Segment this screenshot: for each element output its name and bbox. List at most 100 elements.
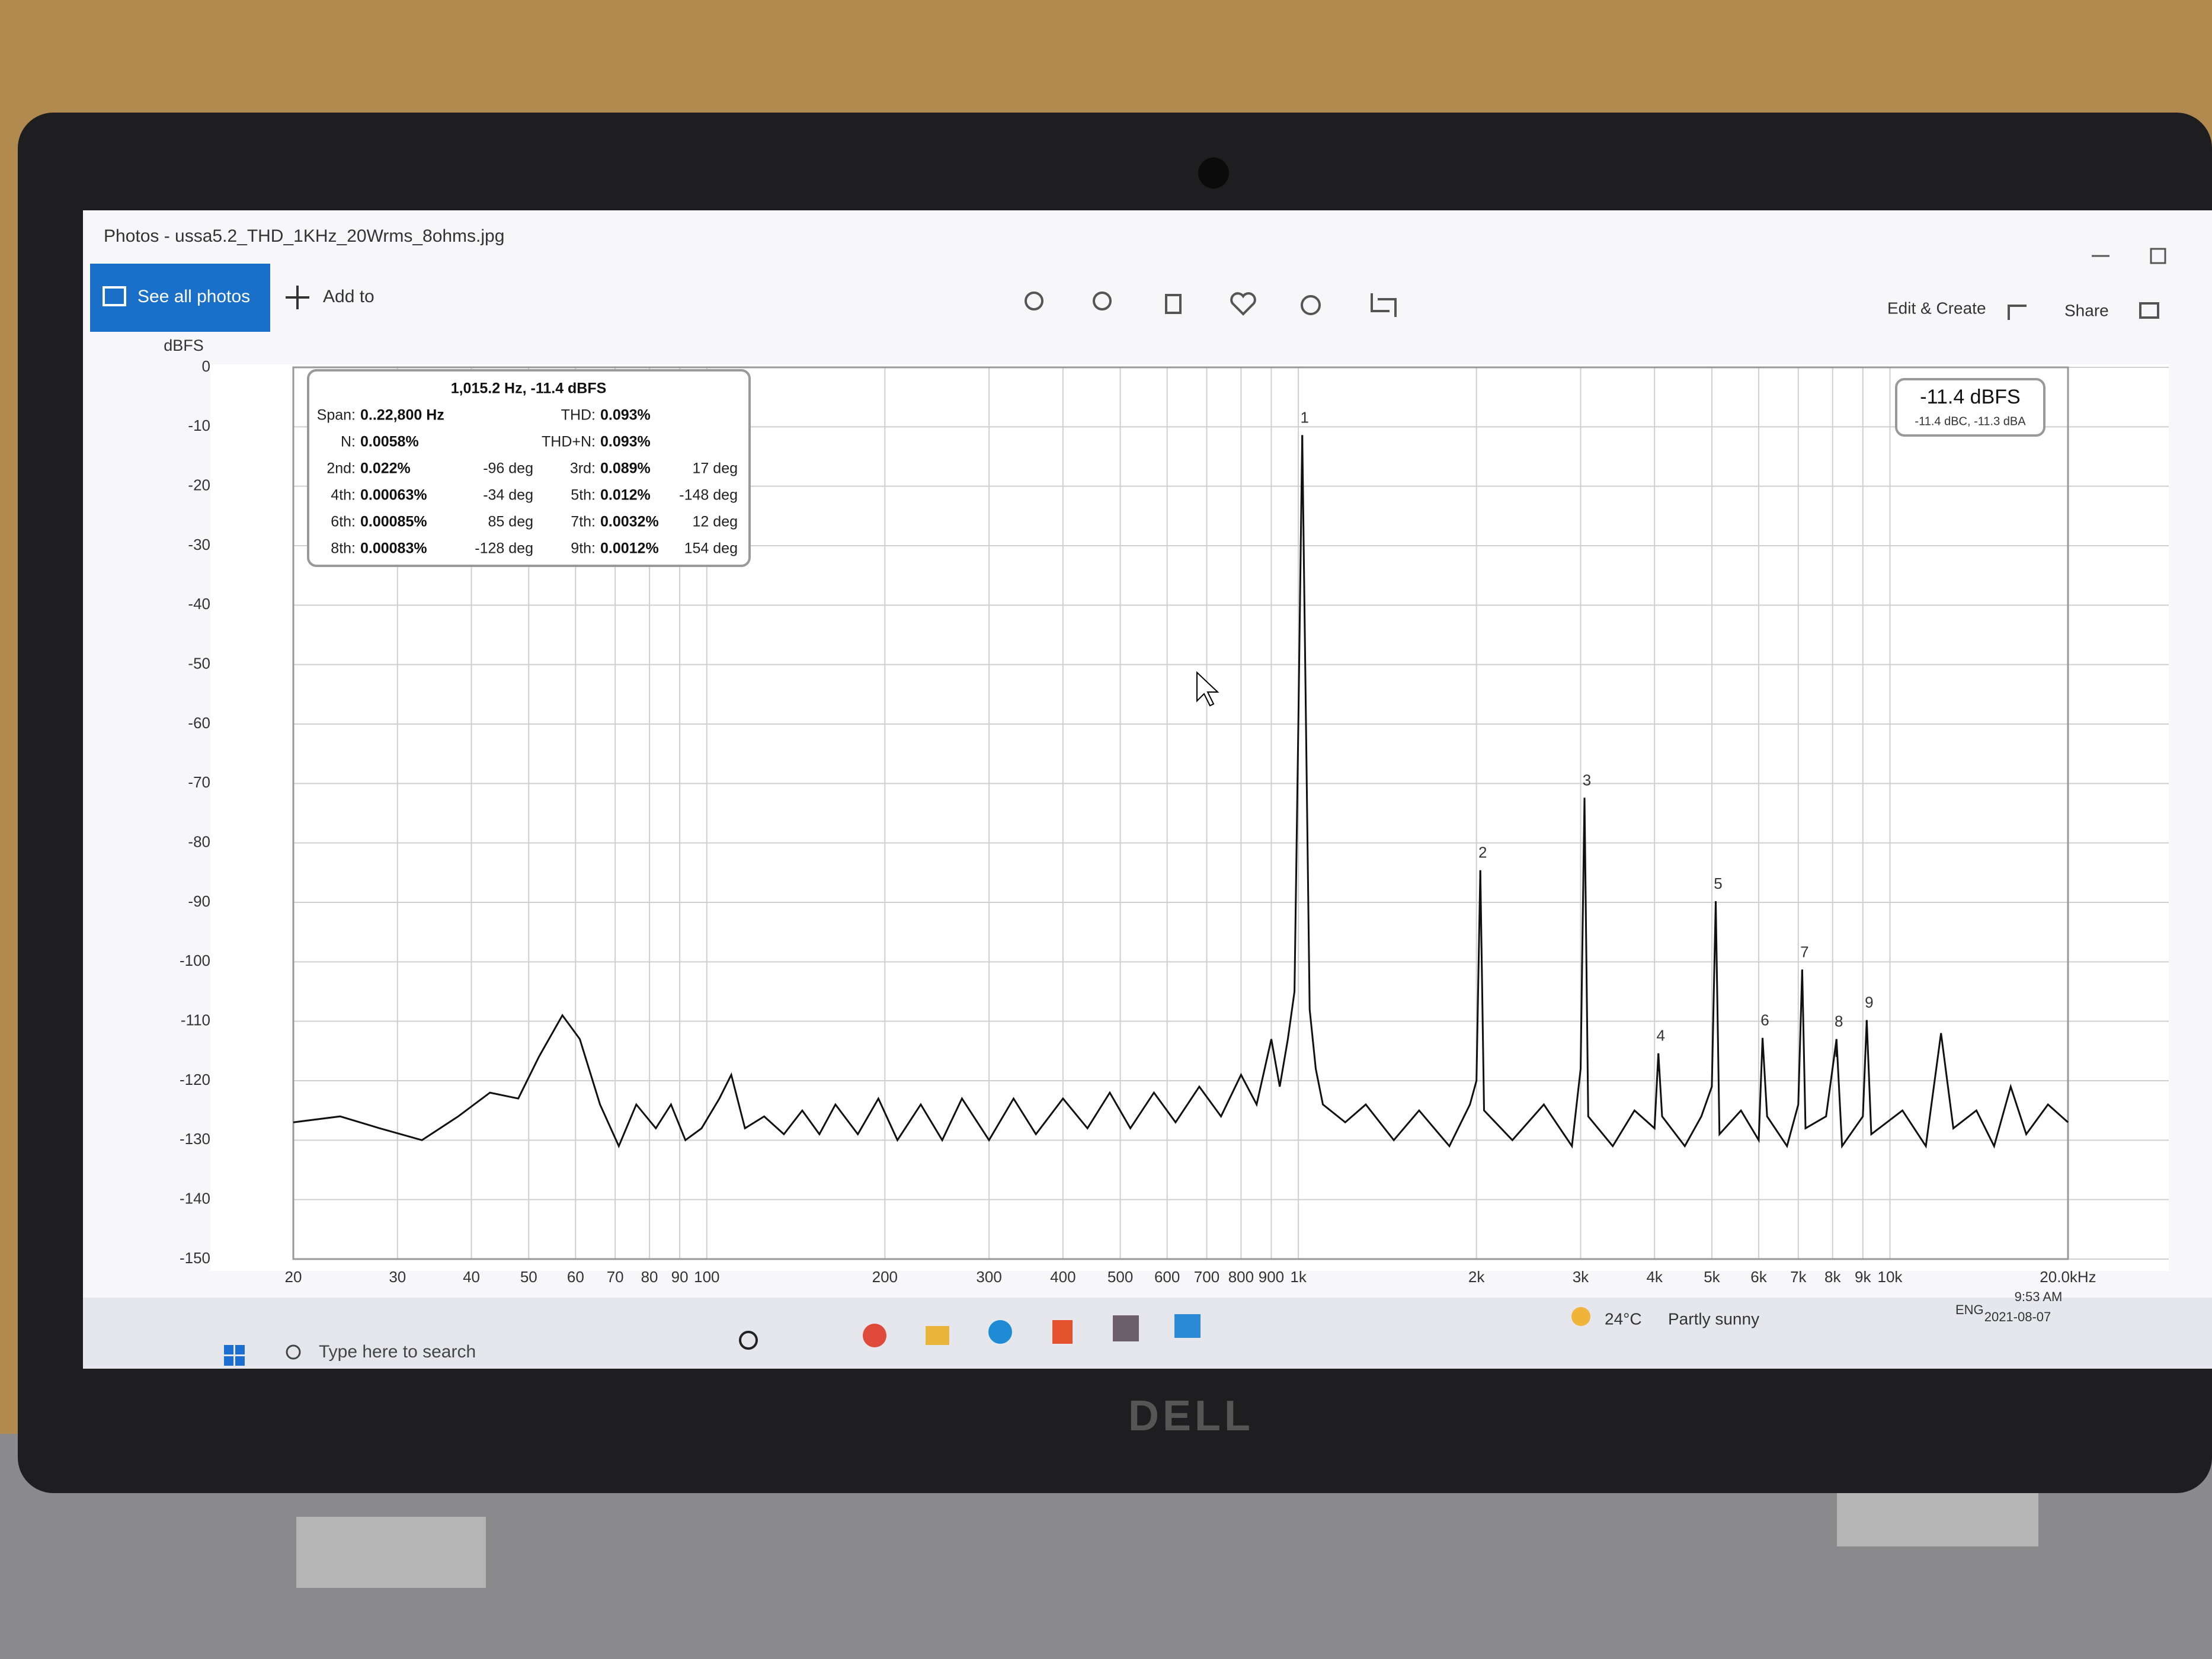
see-all-label: See all photos <box>137 287 250 306</box>
readout-label: Span: <box>317 407 356 424</box>
photos-taskbar-icon[interactable] <box>1174 1314 1201 1338</box>
harmonic-level: 0.022% <box>360 460 411 477</box>
harmonic-label: 9 <box>1865 994 1873 1011</box>
brand: DELL <box>1128 1392 1254 1440</box>
harmonic-label: 3 <box>1583 771 1591 789</box>
level-main: -11.4 dBFS <box>1920 386 2020 408</box>
clock-date[interactable]: 2021-08-07 <box>1984 1309 2051 1324</box>
harmonic-label: 6 <box>1760 1011 1769 1029</box>
y-tick-label: -60 <box>188 714 210 732</box>
harmonic-label: 2 <box>1478 844 1487 861</box>
app-icon[interactable] <box>1113 1315 1139 1341</box>
print-icon[interactable] <box>2139 302 2159 319</box>
zoom-out-icon[interactable] <box>1093 292 1112 310</box>
add-icon[interactable] <box>286 286 309 309</box>
harmonic-level: 0.089% <box>600 460 651 477</box>
y-tick-label: -120 <box>180 1071 210 1088</box>
share-icon[interactable] <box>2008 305 2027 320</box>
delete-icon[interactable] <box>1165 294 1182 314</box>
readout-label: N: <box>341 434 356 450</box>
explorer-icon[interactable] <box>926 1326 949 1345</box>
weather-icon <box>1571 1307 1590 1326</box>
harmonic-phase: -34 deg <box>483 487 533 504</box>
harmonic-phase: -128 deg <box>475 540 533 557</box>
photos-icon <box>103 286 126 306</box>
x-tick-label: 90 <box>671 1268 689 1286</box>
cortana-icon[interactable] <box>739 1331 758 1350</box>
search-box[interactable]: Type here to search <box>319 1342 476 1362</box>
x-tick-label: 5k <box>1704 1268 1720 1286</box>
x-tick-label: 2k <box>1468 1268 1485 1286</box>
harmonic-name: 4th: <box>331 487 356 504</box>
y-tick-label: -80 <box>188 833 210 851</box>
x-tick-label: 6k <box>1750 1268 1767 1286</box>
x-tick-label: 40 <box>463 1268 480 1286</box>
harmonic-label: 8 <box>1835 1013 1843 1030</box>
readout-value: 0..22,800 Hz <box>360 407 444 424</box>
crop-icon[interactable] <box>1371 293 1397 317</box>
readout-label: THD: <box>561 407 596 424</box>
harmonic-name: 5th: <box>571 487 596 504</box>
readout-label: THD+N: <box>542 434 596 450</box>
x-tick-label: 1k <box>1290 1268 1307 1286</box>
x-tick-label: 30 <box>389 1268 406 1286</box>
x-tick-label: 600 <box>1154 1268 1180 1286</box>
rotate-icon[interactable] <box>1301 295 1321 315</box>
search-icon <box>286 1344 301 1360</box>
harmonic-label: 1 <box>1300 408 1308 426</box>
x-tick-label: 60 <box>567 1268 584 1286</box>
harmonic-name: 6th: <box>331 514 356 530</box>
share-label[interactable]: Share <box>2064 301 2109 319</box>
harmonic-label: 5 <box>1714 875 1722 892</box>
y-tick-label: -110 <box>181 1011 210 1029</box>
x-tick-label: 700 <box>1194 1268 1219 1286</box>
readout-value: 0.0058% <box>360 434 419 450</box>
harmonic-label: 4 <box>1657 1027 1665 1045</box>
favorite-icon[interactable] <box>1230 292 1256 316</box>
x-tick-label: 80 <box>641 1268 658 1286</box>
x-tick-label: 70 <box>607 1268 624 1286</box>
readout-value: 0.093% <box>600 434 651 450</box>
harmonic-level: 0.00085% <box>360 514 427 530</box>
language[interactable]: ENG <box>1955 1302 1984 1317</box>
x-tick-label: 7k <box>1790 1268 1807 1286</box>
see-all-button[interactable] <box>90 264 270 332</box>
webcam <box>1198 158 1229 188</box>
harmonic-phase: -148 deg <box>679 487 738 504</box>
start-button[interactable] <box>224 1345 245 1366</box>
office-icon[interactable] <box>1052 1320 1073 1344</box>
level-sub: -11.4 dBC, -11.3 dBA <box>1915 415 2026 428</box>
harmonic-phase: 85 deg <box>488 514 533 530</box>
clock-time[interactable]: 9:53 AM <box>2015 1289 2063 1304</box>
y-tick-label: -10 <box>188 417 210 434</box>
plot-frame <box>292 366 2069 1260</box>
readout-box <box>307 369 751 567</box>
y-tick-label: -70 <box>188 773 210 791</box>
y-tick-label: -100 <box>180 952 210 969</box>
edit-create-label[interactable]: Edit & Create <box>1887 299 1986 317</box>
y-tick-label: -40 <box>188 595 210 613</box>
harmonic-level: 0.012% <box>600 487 651 504</box>
harmonic-level: 0.00063% <box>360 487 427 504</box>
edge-icon[interactable] <box>988 1320 1012 1344</box>
zoom-in-icon[interactable] <box>1025 292 1043 310</box>
weather: Partly sunny <box>1668 1309 1759 1328</box>
chrome-icon[interactable] <box>863 1324 886 1347</box>
y-tick-label: 0 <box>202 357 210 375</box>
y-tick-label: -20 <box>188 476 210 494</box>
x-tick-label: 9k <box>1855 1268 1871 1286</box>
toolbar-icons <box>1025 292 2159 320</box>
harmonic-name: 3rd: <box>570 460 596 477</box>
harmonic-name: 7th: <box>571 514 596 530</box>
harmonic-phase: 154 deg <box>684 540 738 557</box>
harmonic-level: 0.00083% <box>360 540 427 557</box>
x-tick-label: 20 <box>285 1268 302 1286</box>
x-tick-label: 400 <box>1050 1268 1075 1286</box>
x-tick-label: 20.0kHz <box>2040 1268 2096 1286</box>
restore-button[interactable] <box>2150 248 2166 264</box>
add-to-label[interactable]: Add to <box>323 287 374 306</box>
hinge <box>296 1517 486 1588</box>
x-tick-label: 900 <box>1259 1268 1284 1286</box>
readout-value: 0.093% <box>600 407 651 424</box>
